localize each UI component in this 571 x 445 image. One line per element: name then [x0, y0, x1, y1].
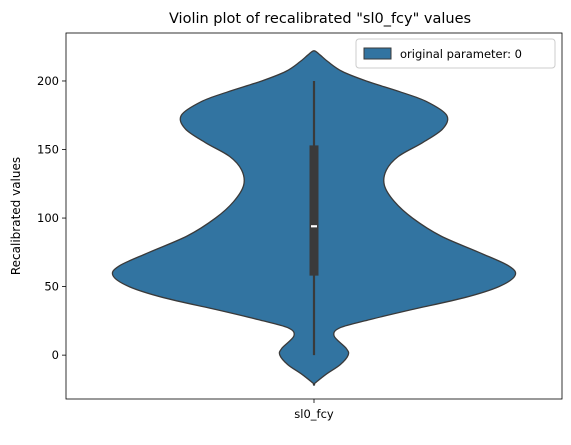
y-tick-label: 200: [37, 74, 59, 88]
y-tick-label: 150: [37, 143, 59, 157]
x-axis: sl0_fcy: [294, 399, 334, 421]
y-tick-label: 0: [52, 348, 59, 362]
legend-label: original parameter: 0: [400, 47, 522, 61]
legend-frame: [355, 38, 556, 69]
y-tick-label: 100: [37, 211, 59, 225]
chart-title: Violin plot of recalibrated "sl0_fcy" va…: [169, 11, 471, 27]
plot-border: [65, 32, 563, 400]
x-tick-label: sl0_fcy: [294, 407, 334, 421]
legend-swatch: [363, 47, 392, 60]
y-axis-label: Recalibrated values: [9, 157, 23, 275]
y-tick-label: 50: [44, 280, 59, 294]
legend: original parameter: 0: [355, 38, 556, 69]
violin-iqr-box: [309, 145, 319, 276]
violin-series: [111, 50, 517, 386]
y-axis: 0 50 100 150 200: [37, 74, 66, 362]
